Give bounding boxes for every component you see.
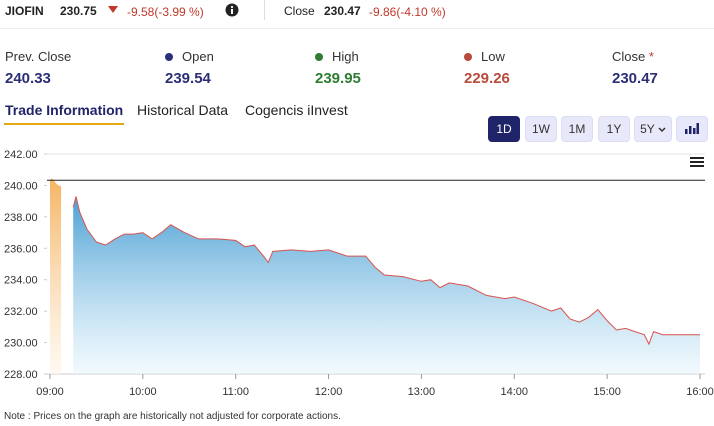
stat-label-wrap: Close *	[612, 49, 654, 64]
close-price: 230.47	[324, 4, 361, 18]
x-tick-label: 13:00	[408, 386, 436, 398]
chart-type-button[interactable]	[676, 116, 708, 142]
y-tick-label: 234.00	[4, 275, 38, 287]
y-tick-label: 242.00	[4, 149, 38, 161]
chart: 228.00 230.00 232.00 234.00 236.00 238.00 240.…	[4, 149, 714, 398]
y-tick-label: 238.00	[4, 212, 38, 224]
stat-label: Close	[612, 49, 646, 64]
stat-label-wrap: High	[315, 49, 359, 64]
stat-label-wrap: Low	[464, 49, 505, 64]
stat-value: 229.26	[464, 70, 510, 87]
range-button: 5Y	[640, 122, 655, 136]
menu-icon[interactable]	[690, 157, 704, 167]
tab[interactable]: Trade Information	[5, 102, 124, 118]
chart-icon	[685, 123, 699, 134]
x-tick-label: 10:00	[129, 386, 157, 398]
x-tick-label: 15:00	[593, 386, 621, 398]
y-tick-label: 228.00	[4, 369, 38, 381]
info-icon[interactable]	[225, 3, 239, 17]
down-arrow	[108, 6, 118, 13]
divider	[264, 0, 265, 20]
y-tick-label: 230.00	[4, 338, 38, 350]
price: 230.75	[60, 4, 97, 18]
x-tick-label: 11:00	[222, 386, 249, 398]
tab-underline	[4, 123, 124, 125]
x-tick-label: 16:00	[686, 386, 714, 398]
area-fill	[50, 179, 62, 374]
price-line	[49, 178, 62, 188]
x-tick-label: 12:00	[315, 386, 343, 398]
stat-value: 230.47	[612, 70, 658, 87]
area-fill	[73, 196, 700, 374]
change: -9.58(-3.99 %)	[127, 5, 204, 19]
y-tick-label: 232.00	[4, 306, 38, 318]
stat-label-wrap: Open	[165, 49, 214, 64]
close-change: -9.86(-4.10 %)	[369, 5, 446, 19]
note: Note : Prices on the graph are historica…	[4, 411, 341, 422]
stat-label: Open	[182, 49, 214, 64]
tab[interactable]: Historical Data	[137, 102, 229, 118]
chevron	[658, 127, 666, 133]
stat-value: 239.54	[165, 70, 211, 87]
range-button[interactable]: 1D	[488, 116, 520, 142]
range-button[interactable]: 1Y	[598, 116, 630, 142]
y-tick-label: 236.00	[4, 243, 38, 255]
range-button[interactable]: 1W	[525, 116, 557, 142]
close-label: Close	[284, 4, 315, 18]
price-line	[72, 196, 700, 346]
stat-label: Low	[481, 49, 505, 64]
y-tick-label: 240.00	[4, 180, 38, 192]
range-button[interactable]: 1M	[561, 116, 593, 142]
range-dropdown[interactable]: 5Y	[634, 116, 672, 142]
stat-label: Prev. Close	[5, 49, 72, 64]
x-tick-label: 14:00	[501, 386, 529, 398]
x-tick-label: 09:00	[36, 386, 64, 398]
separator	[0, 28, 714, 29]
stat-label: High	[332, 49, 359, 64]
symbol: JIOFIN	[5, 4, 44, 18]
stat-flag: *	[648, 49, 654, 64]
tab[interactable]: Cogencis iInvest	[245, 102, 348, 118]
stat-value: 240.33	[5, 70, 51, 87]
stat-value: 239.95	[315, 70, 361, 87]
